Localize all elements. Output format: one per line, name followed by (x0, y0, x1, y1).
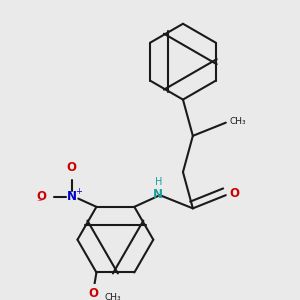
Text: N: N (153, 188, 163, 201)
Text: O: O (67, 161, 77, 174)
Text: CH₃: CH₃ (230, 116, 246, 125)
Text: O: O (36, 190, 46, 203)
Text: ⁻: ⁻ (36, 198, 42, 208)
Text: O: O (229, 187, 239, 200)
Text: N: N (67, 190, 77, 203)
Text: CH₃: CH₃ (105, 293, 121, 300)
Text: H: H (154, 177, 162, 187)
Text: +: + (76, 187, 82, 196)
Text: O: O (88, 287, 98, 300)
